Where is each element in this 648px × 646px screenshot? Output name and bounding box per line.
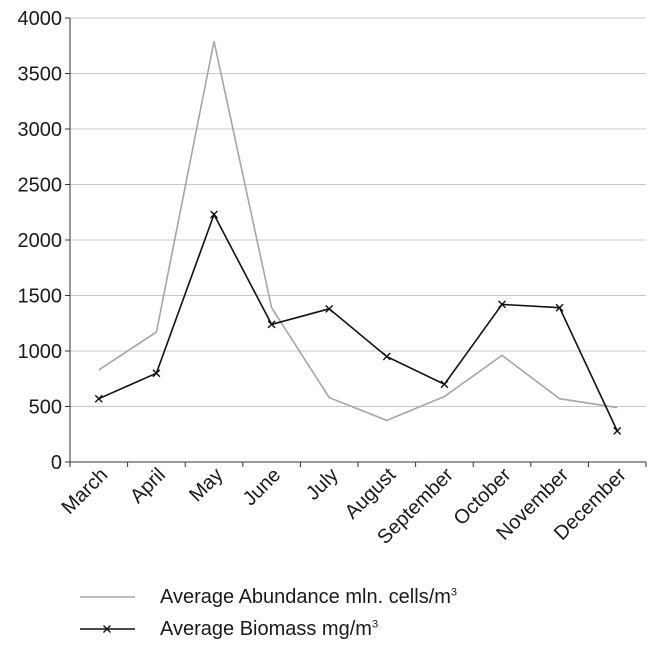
legend-entry-abundance: Average Abundance mln. cells/m3 <box>70 582 630 614</box>
axes <box>65 17 647 467</box>
legend: Average Abundance mln. cells/m3 Average … <box>70 582 630 646</box>
legend-swatch-biomass <box>80 625 135 633</box>
data-point-marker <box>498 300 506 309</box>
tick-labels: 0 500 1000 1500 2000 2500 3000 3500 4000 March Apr… <box>18 8 631 549</box>
legend-swatch-abundance <box>80 596 135 598</box>
series-line-1 <box>98 212 618 432</box>
data-point-marker <box>210 210 218 219</box>
y-tick-label: 2000 <box>18 230 63 252</box>
y-tick-label: 500 <box>29 397 62 419</box>
gridlines <box>70 17 646 407</box>
y-tick-label: 4000 <box>18 8 63 30</box>
series-lines <box>94 41 622 435</box>
data-point-marker <box>555 303 564 312</box>
y-tick-label: 2500 <box>18 175 63 197</box>
y-tick-label: 1500 <box>18 286 63 308</box>
legend-label-abundance: Average Abundance mln. cells/m3 <box>160 586 458 608</box>
data-point-marker <box>267 320 276 329</box>
y-tick-label: 1000 <box>18 341 63 363</box>
x-tick-label: June <box>239 464 285 510</box>
data-point-marker <box>613 426 622 435</box>
legend-entry-biomass: Average Biomass mg/m3 <box>70 614 630 646</box>
data-point-marker <box>325 304 334 313</box>
x-tick-label: March <box>57 464 112 519</box>
legend-label-biomass: Average Biomass mg/m3 <box>160 618 379 640</box>
series-line-0 <box>98 41 618 422</box>
data-point-marker <box>94 394 103 403</box>
y-tick-label: 3000 <box>18 119 63 141</box>
x-tick-label: April <box>126 464 170 508</box>
line-chart: 0 500 1000 1500 2000 2500 3000 3500 4000 March Apr… <box>18 8 647 549</box>
y-tick-label: 3500 <box>18 64 63 86</box>
y-tick-label: 0 <box>51 452 62 474</box>
data-point-marker <box>382 352 391 361</box>
x-tick-label: July <box>302 464 343 505</box>
x-tick-label: May <box>185 464 227 506</box>
data-point-marker <box>440 380 449 389</box>
data-point-marker <box>152 369 161 378</box>
